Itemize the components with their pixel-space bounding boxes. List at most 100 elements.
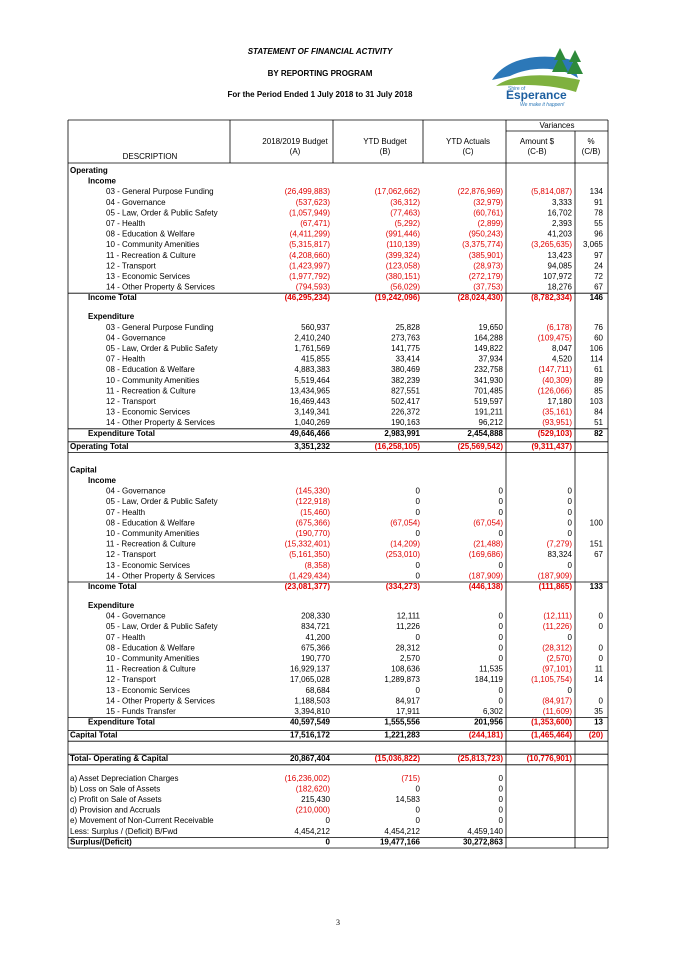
cell-value: 146 — [590, 293, 604, 302]
title: STATEMENT OF FINANCIAL ACTIVITY — [248, 47, 393, 56]
cell-value: 14 — [594, 675, 603, 684]
row-label: 10 - Community Amenities — [106, 376, 199, 385]
cell-value: (8,782,334) — [531, 293, 572, 302]
row-label: Operating Total — [70, 442, 129, 451]
cell-value: 0 — [499, 612, 504, 621]
cell-value: (1,353,600) — [531, 718, 572, 727]
cell-value: 0 — [326, 837, 331, 846]
column-header: (B) — [380, 147, 391, 156]
row-label: Income Total — [88, 293, 137, 302]
cell-value: (28,312) — [542, 643, 572, 652]
cell-value: (25,813,723) — [458, 754, 504, 763]
cell-value: 0 — [599, 696, 604, 705]
cell-value: (60,761) — [473, 208, 503, 217]
cell-value: 184,119 — [475, 675, 504, 684]
row-label: 10 - Community Amenities — [106, 654, 199, 663]
cell-value: 232,758 — [474, 365, 503, 374]
cell-value: 68,684 — [306, 686, 331, 695]
cell-value: 0 — [568, 518, 573, 527]
cell-value: 4,883,383 — [294, 365, 330, 374]
cell-value: (77,463) — [390, 208, 420, 217]
cell-value: (446,138) — [469, 582, 504, 591]
row-label: 05 - Law, Order & Public Safety — [106, 208, 218, 217]
cell-value: 2,454,888 — [467, 429, 503, 438]
cell-value: (67,054) — [473, 518, 503, 527]
cell-value: 1,221,283 — [384, 731, 420, 740]
cell-value: 0 — [416, 497, 421, 506]
cell-value: (182,620) — [296, 784, 331, 793]
cell-value: (32,979) — [473, 198, 503, 207]
cell-value: (253,010) — [386, 550, 421, 559]
cell-value: (11,226) — [543, 622, 573, 631]
cell-value: (5,315,817) — [289, 240, 330, 249]
cell-value: 0 — [599, 612, 604, 621]
section-heading: Income — [88, 177, 117, 186]
column-header: YTD Actuals — [446, 137, 490, 146]
cell-value: 0 — [499, 497, 504, 506]
cell-value: (1,465,464) — [531, 731, 572, 740]
row-label: 14 - Other Property & Services — [106, 696, 215, 705]
cell-value: 91 — [594, 198, 603, 207]
cell-value: 6,302 — [483, 707, 504, 716]
cell-value: 0 — [599, 643, 604, 652]
cell-value: 5,519,464 — [294, 376, 330, 385]
cell-value: 3,149,341 — [294, 408, 330, 417]
cell-value: 97 — [594, 251, 603, 260]
column-header: (A) — [290, 147, 301, 156]
column-header: (C) — [462, 147, 473, 156]
cell-value: 0 — [499, 622, 504, 631]
cell-value: (244,181) — [469, 731, 504, 740]
row-label: Expenditure Total — [88, 429, 155, 438]
row-label: Capital Total — [70, 731, 117, 740]
cell-value: 1,289,873 — [384, 675, 420, 684]
section-heading: Income — [88, 476, 117, 485]
cell-value: (8,358) — [305, 561, 331, 570]
cell-value: (529,103) — [538, 429, 573, 438]
cell-value: 35 — [594, 707, 603, 716]
cell-value: 8,047 — [552, 344, 573, 353]
cell-value: 60 — [594, 333, 603, 342]
row-label: 03 - General Purpose Funding — [106, 323, 214, 332]
row-label: 05 - Law, Order & Public Safety — [106, 344, 218, 353]
cell-value: (17,062,662) — [375, 187, 421, 196]
cell-value: 84 — [594, 408, 603, 417]
section-heading: Capital — [70, 465, 97, 474]
column-header: DESCRIPTION — [123, 152, 178, 161]
row-label: 08 - Education & Welfare — [106, 518, 195, 527]
cell-value: 0 — [416, 784, 421, 793]
section-heading: Operating — [70, 166, 108, 175]
row-label: 04 - Governance — [106, 198, 166, 207]
cell-value: 16,702 — [548, 208, 573, 217]
row-label: 13 - Economic Services — [106, 272, 190, 281]
cell-value: (334,273) — [386, 582, 421, 591]
cell-value: (11,609) — [543, 707, 573, 716]
cell-value: (123,058) — [386, 261, 421, 270]
cell-value: 0 — [568, 686, 573, 695]
row-label: Total- Operating & Capital — [70, 754, 168, 763]
cell-value: 2,983,991 — [384, 429, 420, 438]
row-label: 08 - Education & Welfare — [106, 230, 195, 239]
cell-value: 25,828 — [396, 323, 421, 332]
cell-value: 3,394,810 — [294, 707, 330, 716]
section-heading: Expenditure — [88, 601, 135, 610]
row-label: 12 - Transport — [106, 550, 157, 559]
cell-value: 4,454,212 — [384, 827, 420, 836]
cell-value: (28,973) — [473, 261, 503, 270]
cell-value: (10,776,901) — [527, 754, 573, 763]
row-label: 14 - Other Property & Services — [106, 283, 215, 292]
cell-value: (1,105,754) — [531, 675, 572, 684]
column-header: YTD Budget — [363, 137, 407, 146]
cell-value: 24 — [594, 261, 603, 270]
cell-value: (25,569,542) — [458, 442, 504, 451]
cell-value: 13 — [594, 718, 603, 727]
cell-value: 14,583 — [396, 795, 421, 804]
row-label: c) Profit on Sale of Assets — [70, 795, 162, 804]
cell-value: 0 — [416, 561, 421, 570]
cell-value: 96 — [594, 230, 603, 239]
cell-value: 191,211 — [475, 408, 504, 417]
cell-value: (399,324) — [386, 251, 421, 260]
cell-value: 11 — [595, 665, 604, 674]
cell-value: 49,646,466 — [290, 429, 331, 438]
cell-value: (950,243) — [469, 230, 504, 239]
